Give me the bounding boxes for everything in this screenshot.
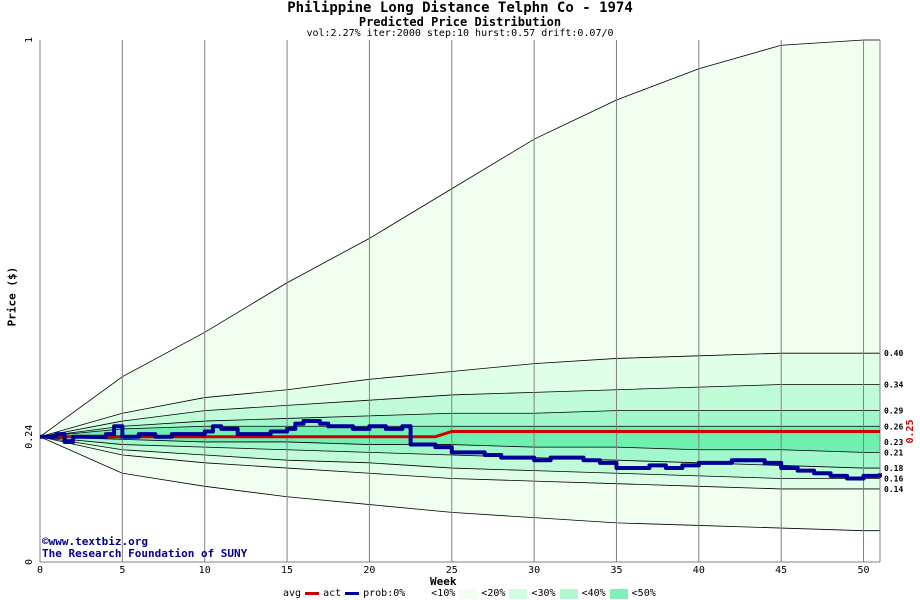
legend-50-label: <50%: [631, 588, 656, 599]
percentile-line-lower_outer: [39, 436, 880, 532]
legend-swatch-40: [609, 588, 628, 599]
right-avg-label: 0.25: [905, 419, 916, 443]
legend-10-label: <10%: [431, 588, 456, 599]
percentile-line-p80: [39, 384, 880, 438]
x-tick-label-30: 30: [528, 565, 540, 576]
x-tick-label-15: 15: [281, 565, 293, 576]
legend-swatch-0: [409, 588, 428, 599]
legend-act-label: act: [323, 588, 342, 599]
right-label-4: 0.23: [884, 438, 903, 447]
percentile-line-p20: [39, 436, 880, 479]
legend-swatch-30: [559, 588, 578, 599]
x-tick-label-40: 40: [693, 565, 705, 576]
percentile-line-p10: [39, 436, 880, 490]
legend-40-label: <40%: [581, 588, 606, 599]
x-tick-label-25: 25: [446, 565, 458, 576]
credit-organization: The Research Foundation of SUNY: [42, 547, 248, 560]
legend-avg-swatch: [305, 592, 320, 595]
legend-avg-label: avg: [283, 588, 302, 599]
avg-series-line: [40, 430, 880, 439]
legend: avg act prob:0% <10% <20% <30% <40% <50%: [283, 588, 656, 599]
y-tick-label-2: 1: [24, 37, 35, 43]
x-tick-label-50: 50: [858, 565, 870, 576]
right-label-0: 0.40: [884, 349, 903, 358]
chart-params: vol:2.27% iter:2000 step:10 hurst:0.57 d…: [306, 28, 614, 39]
right-label-6: 0.18: [884, 464, 903, 473]
legend-swatch-10: [459, 588, 478, 599]
percentile-line-p90: [39, 352, 880, 438]
x-axis-label: Week: [430, 575, 457, 588]
x-tick-label-20: 20: [363, 565, 375, 576]
legend-swatch-20: [509, 588, 528, 599]
right-label-1: 0.34: [884, 381, 903, 390]
x-tick-label-35: 35: [610, 565, 622, 576]
right-label-2: 0.29: [884, 407, 903, 416]
percentile-line-p40: [39, 436, 880, 453]
chart-subtitle: Predicted Price Distribution: [358, 15, 562, 29]
act-series-line: [40, 419, 882, 481]
x-tick-label-10: 10: [199, 565, 211, 576]
legend-act-swatch: [345, 592, 360, 595]
chart-title: Philippine Long Distance Telphn Co - 197…: [287, 0, 633, 16]
y-tick-label-0: 0: [24, 559, 35, 565]
legend-prob-label: prob:0%: [363, 588, 406, 599]
right-label-7: 0.16: [884, 474, 903, 483]
x-tick-label-0: 0: [37, 565, 43, 576]
legend-30-label: <30%: [531, 588, 556, 599]
right-label-8: 0.14: [884, 485, 903, 494]
right-label-3: 0.26: [884, 422, 903, 431]
percentile-line-p70: [39, 410, 880, 438]
y-tick-label-1: 0.24: [24, 425, 35, 449]
credit-website: ©www.textbiz.org: [42, 535, 148, 548]
x-tick-label-5: 5: [119, 565, 125, 576]
right-label-5: 0.21: [884, 448, 903, 457]
x-tick-label-45: 45: [775, 565, 787, 576]
percentile-line-upper_outer: [39, 39, 880, 438]
percentile-line-p60: [39, 425, 880, 438]
legend-20-label: <20%: [481, 588, 506, 599]
